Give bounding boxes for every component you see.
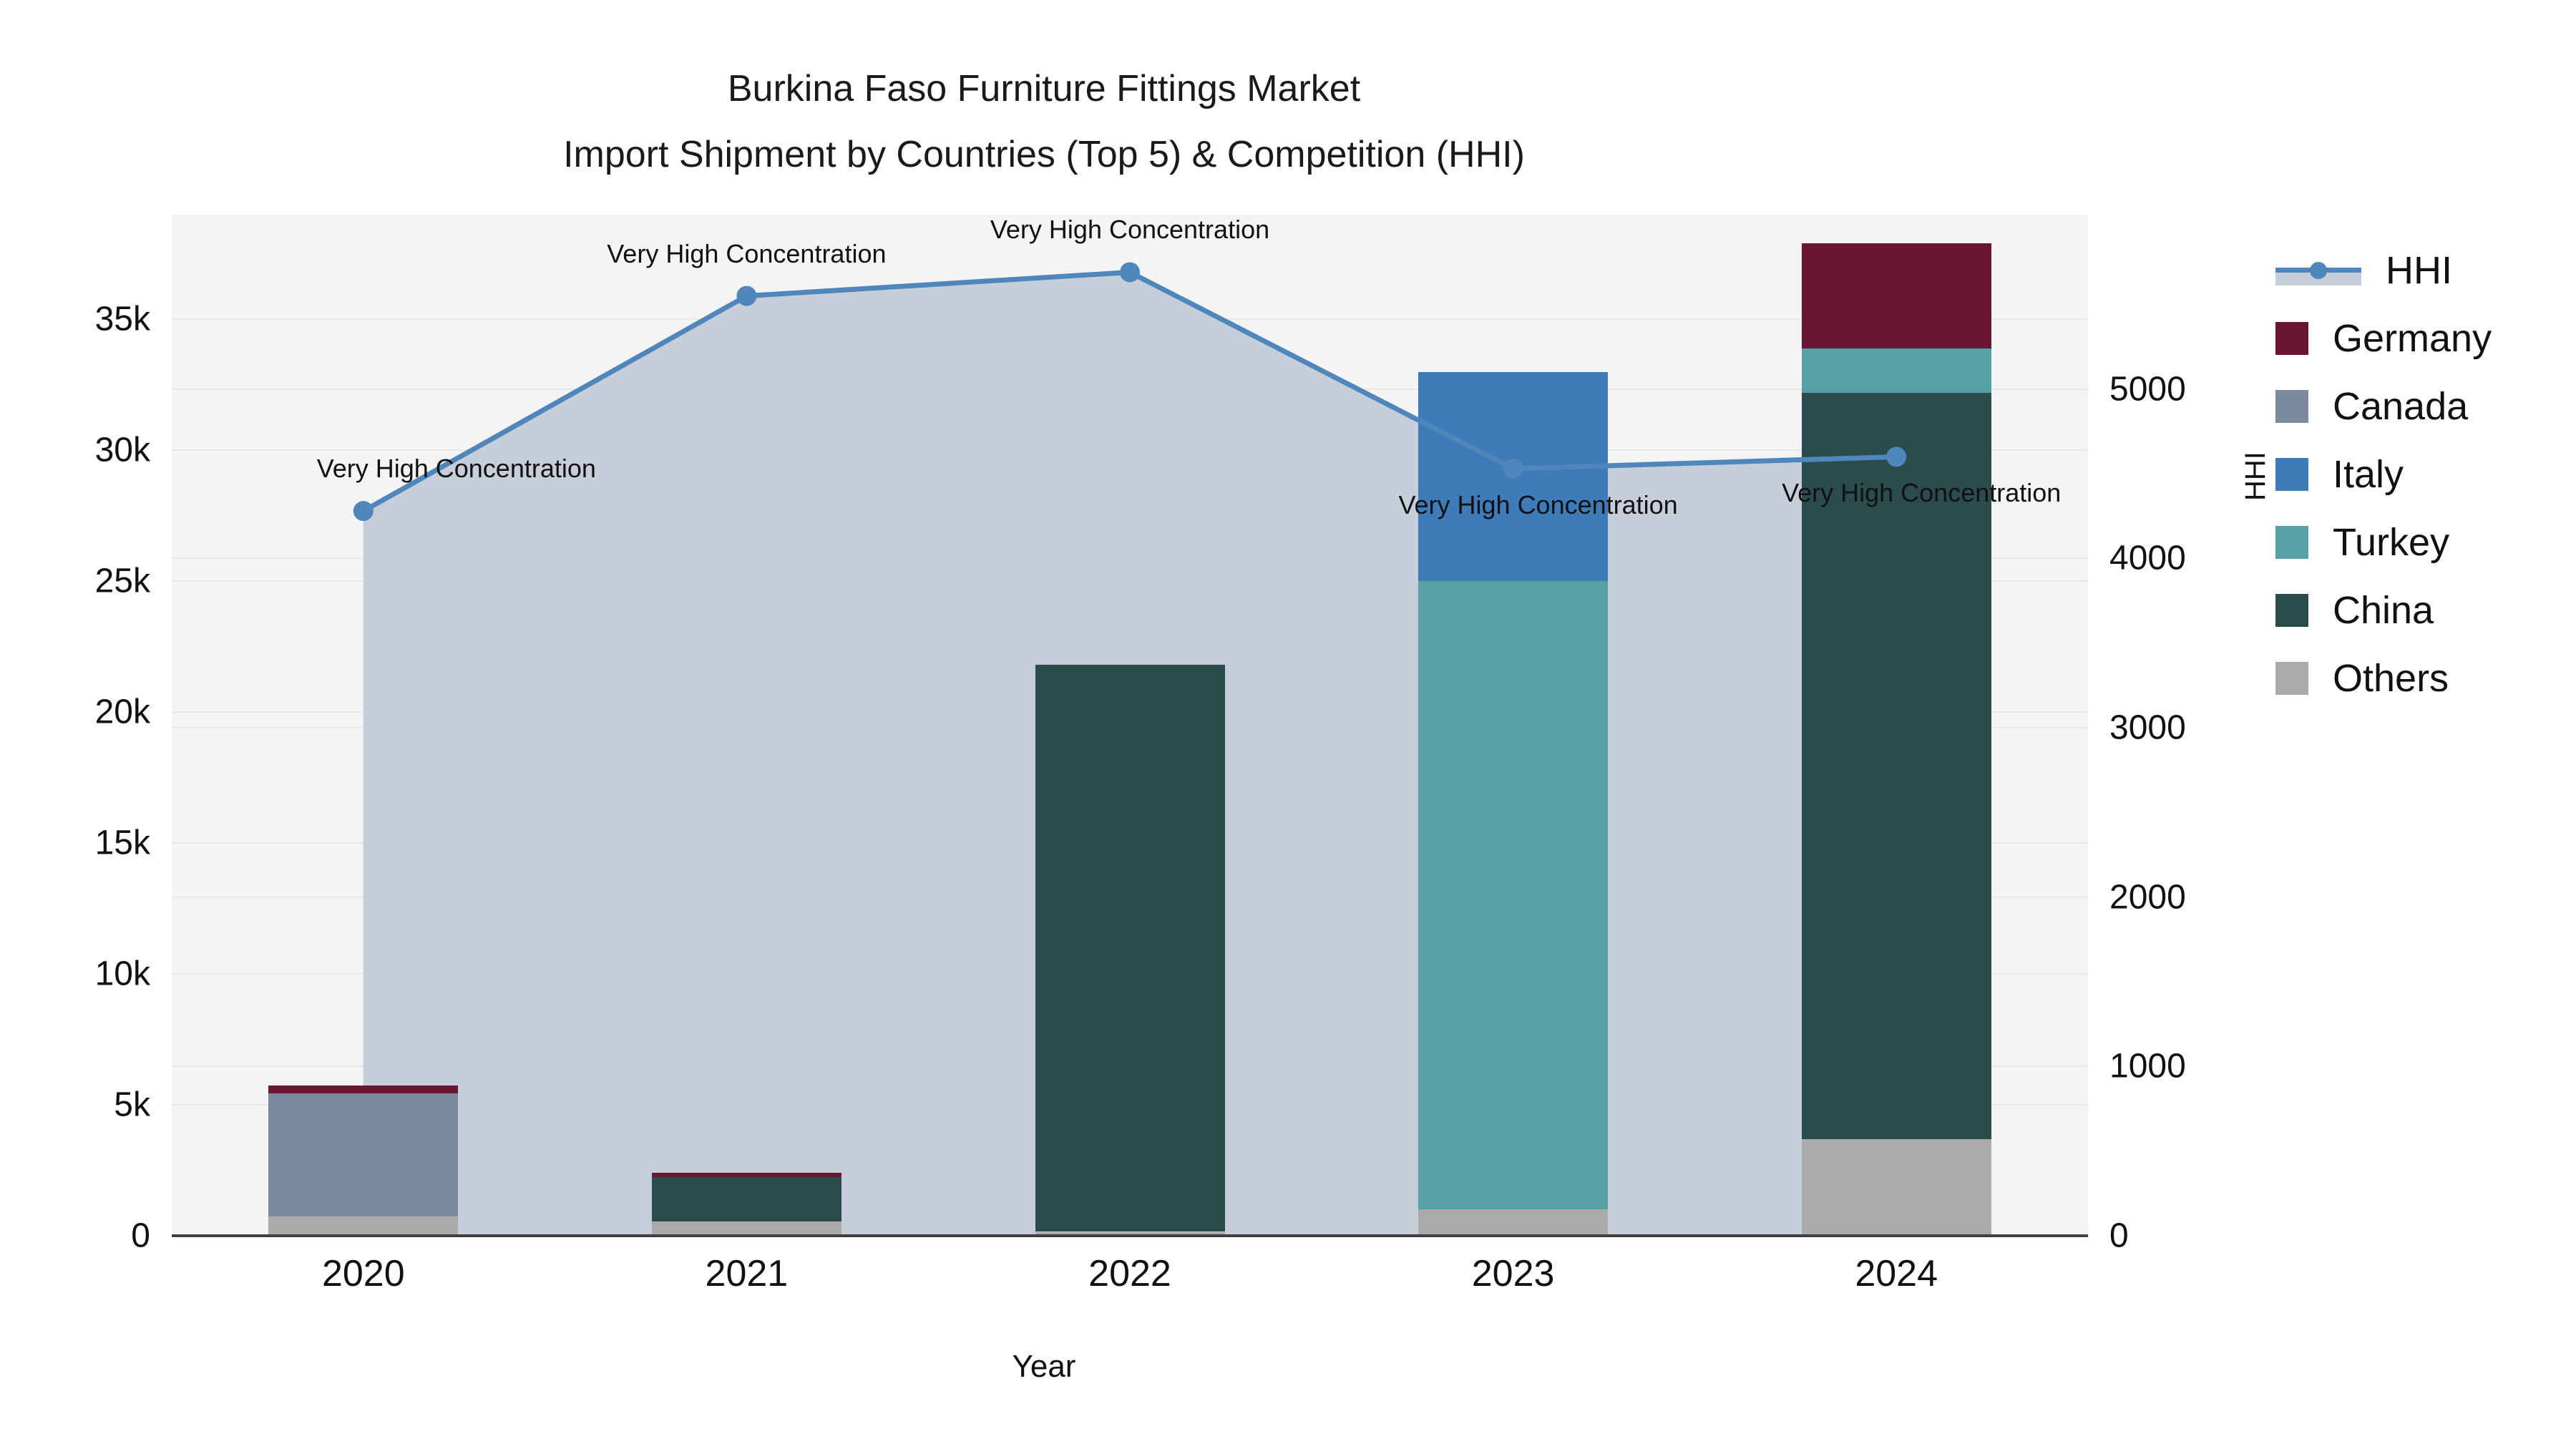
y-axis-tick-label: 10k xyxy=(94,955,150,993)
bar-segment[interactable] xyxy=(1035,1231,1225,1236)
x-axis-tick-label: 2021 xyxy=(705,1253,789,1294)
legend-line-key xyxy=(2275,254,2361,287)
legend-item[interactable]: Canada xyxy=(2275,372,2492,440)
legend-item-label: Turkey xyxy=(2333,520,2450,564)
legend-item-label: Canada xyxy=(2333,384,2469,428)
y-axis-right-label: HHI xyxy=(2240,452,2271,501)
hhi-annotation: Very High Concentration xyxy=(607,238,887,268)
legend-swatch xyxy=(2275,457,2308,491)
legend-swatch xyxy=(2275,593,2308,627)
y-axis-tick-label: 20k xyxy=(94,693,150,731)
legend-item-label: Others xyxy=(2333,656,2449,700)
bar-segment[interactable] xyxy=(268,1093,459,1216)
legend-swatch xyxy=(2275,321,2308,355)
bar-segment[interactable] xyxy=(1801,243,1991,348)
legend-item[interactable]: Italy xyxy=(2275,440,2492,508)
legend-swatch xyxy=(2275,389,2308,423)
chart-subtitle: Import Shipment by Countries (Top 5) & C… xyxy=(563,134,1525,175)
y2-axis-tick-label: 3000 xyxy=(2109,708,2186,747)
y-axis-tick-label: 5k xyxy=(114,1085,150,1124)
bar-segment[interactable] xyxy=(1418,371,1609,582)
hhi-annotation: Very High Concentration xyxy=(316,454,596,484)
legend-item[interactable]: Turkey xyxy=(2275,508,2492,576)
y2-axis-tick-label: 1000 xyxy=(2109,1047,2186,1085)
bar-segment[interactable] xyxy=(268,1085,459,1093)
legend-item-label: Germany xyxy=(2333,316,2492,360)
hhi-annotation: Very High Concentration xyxy=(1398,489,1678,519)
legend-item[interactable]: Germany xyxy=(2275,304,2492,372)
y-axis-tick-label: 35k xyxy=(94,300,150,338)
legend-item-label: HHI xyxy=(2386,248,2452,292)
bar-segment[interactable] xyxy=(1801,392,1991,1139)
legend-swatch xyxy=(2275,525,2308,559)
bar-segment[interactable] xyxy=(651,1176,841,1221)
y-axis-tick-label: 15k xyxy=(94,824,150,862)
bar-segment[interactable] xyxy=(651,1172,841,1177)
legend: HHI Germany Canada Italy Turkey China Others xyxy=(2275,236,2492,712)
legend-item[interactable]: Others xyxy=(2275,644,2492,712)
y-axis-tick-label: 0 xyxy=(131,1216,150,1255)
chart-title: Burkina Faso Furniture Fittings Market xyxy=(727,68,1361,109)
plot-area: Very High Concentration Very High Concent… xyxy=(172,215,2088,1237)
hhi-annotation: Very High Concentration xyxy=(1782,478,2062,508)
bar-segment[interactable] xyxy=(1801,348,1991,393)
y2-axis-tick-label: 5000 xyxy=(2109,370,2186,409)
legend-item-label: China xyxy=(2333,588,2434,632)
y-axis-tick-label: 25k xyxy=(94,562,150,600)
bar-segment[interactable] xyxy=(1035,665,1225,1232)
x-axis-tick-label: 2020 xyxy=(321,1253,405,1294)
bar-segment[interactable] xyxy=(1418,1209,1609,1236)
chart-title-block: Burkina Faso Furniture Fittings Market I… xyxy=(0,56,2088,187)
bar-segment[interactable] xyxy=(651,1221,841,1236)
x-axis-tick-label: 2022 xyxy=(1088,1253,1171,1294)
y2-axis-tick-label: 2000 xyxy=(2109,878,2186,917)
legend-item[interactable]: China xyxy=(2275,576,2492,644)
x-axis-label: Year xyxy=(1012,1349,1076,1384)
y2-axis-tick-label: 0 xyxy=(2109,1216,2129,1255)
x-axis-tick-label: 2024 xyxy=(1855,1253,1938,1294)
bar-segment[interactable] xyxy=(1418,581,1609,1210)
legend-item[interactable]: HHI xyxy=(2275,236,2492,304)
y-axis-tick-label: 30k xyxy=(94,431,150,469)
bar-segment[interactable] xyxy=(1801,1138,1991,1236)
legend-item-label: Italy xyxy=(2333,452,2404,496)
legend-swatch xyxy=(2275,661,2308,695)
x-axis-tick-label: 2023 xyxy=(1471,1253,1555,1294)
y2-axis-tick-label: 4000 xyxy=(2109,539,2186,577)
hhi-annotation: Very High Concentration xyxy=(990,215,1270,245)
bar-segment[interactable] xyxy=(268,1216,459,1236)
x-axis-line xyxy=(172,1234,2088,1237)
